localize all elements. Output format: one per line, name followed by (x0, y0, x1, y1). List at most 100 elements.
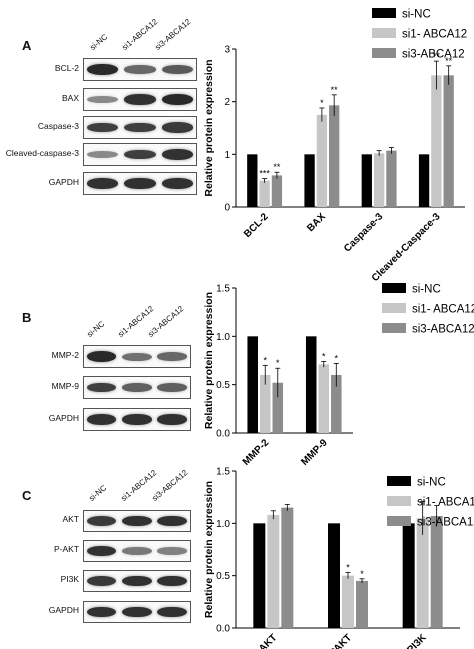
bar (430, 516, 443, 628)
y-tick-label: 1.5 (216, 467, 230, 478)
legend-label: si1- ABCA12 (402, 29, 467, 41)
blot-row-label: MMP-2 (51, 349, 79, 360)
blot-band (157, 547, 188, 555)
x-category-label: PAKT (328, 632, 355, 649)
blot-band (157, 414, 188, 425)
bar (318, 364, 330, 433)
y-tick-label: 0.0 (216, 624, 230, 635)
bar (373, 153, 385, 207)
blot-band (122, 547, 152, 555)
blot-band (161, 122, 193, 133)
panel-letter-C: C (22, 488, 32, 503)
blot-band (157, 575, 188, 587)
bar (253, 523, 266, 628)
bar (361, 154, 372, 207)
blot-band (86, 64, 119, 75)
significance-mark: * (346, 563, 350, 573)
significance-mark: * (276, 358, 280, 368)
x-category-label: PI3K (405, 632, 429, 649)
blot-row-label: AKT (62, 514, 79, 524)
blot-band (161, 149, 193, 160)
blot-band (86, 515, 117, 527)
blot-band (122, 414, 152, 425)
y-tick-label: 0 (224, 203, 230, 214)
significance-mark: *** (259, 169, 270, 179)
blot-band (157, 352, 188, 361)
x-category-label: BAX (305, 211, 328, 234)
blot-band (157, 383, 188, 392)
bar (342, 575, 354, 628)
y-tick-label: 0.5 (216, 571, 230, 582)
blot-band (124, 94, 156, 105)
blot-strip (83, 601, 191, 623)
blot-row-label: Cleaved-caspase-3 (5, 147, 79, 158)
blot-row-label: MMP-9 (51, 380, 79, 391)
blot-band (161, 65, 193, 74)
bar (271, 175, 283, 207)
legend-swatch (387, 516, 411, 526)
legend-label: si1- ABCA12 (417, 497, 474, 509)
y-tick-label: 3 (224, 45, 230, 56)
blot-strip (83, 345, 191, 368)
legend-swatch (372, 8, 396, 18)
blot-strip (83, 58, 197, 81)
bar (443, 75, 454, 207)
y-tick-label: 1.0 (216, 519, 230, 530)
blot-band (86, 414, 117, 425)
significance-mark: * (360, 569, 364, 579)
legend-label: si-NC (417, 477, 446, 489)
bar (259, 180, 270, 207)
bar (431, 75, 442, 207)
significance-mark: * (320, 98, 324, 108)
bar (328, 523, 340, 628)
y-axis-label: Relative protein expression (203, 481, 215, 618)
blot-band (157, 515, 188, 527)
legend-swatch (372, 28, 396, 38)
blot-row-label: GAPDH (48, 412, 79, 423)
significance-mark: ** (273, 162, 281, 172)
blot-band (86, 150, 119, 159)
bar (402, 523, 415, 628)
blot-band (86, 178, 119, 189)
y-tick-label: 1.5 (216, 284, 230, 295)
blot-row-label: P-AKT (53, 544, 79, 554)
blot-band (86, 95, 119, 104)
legend-label: si1- ABCA12 (412, 304, 474, 316)
panel-letter-A: A (22, 38, 32, 53)
panel-letter-B: B (22, 310, 32, 325)
significance-mark: * (263, 355, 267, 365)
blot-band (86, 606, 117, 618)
x-category-label: Caspase-3 (342, 211, 385, 254)
legend-label: si3-ABCA12 (412, 324, 474, 336)
blot-band (157, 606, 188, 618)
blot-strip (83, 88, 197, 111)
blot-strip (83, 570, 191, 592)
blot-band (122, 515, 152, 527)
legend-swatch (372, 48, 396, 58)
legend-label: si3-ABCA12 (417, 517, 474, 529)
blot-strip (83, 408, 191, 431)
blot-row-label: PI3K (60, 574, 79, 584)
blot-band (124, 122, 156, 133)
bar (281, 507, 294, 628)
bar (304, 154, 315, 207)
bar (247, 336, 258, 433)
blot-band (122, 383, 152, 392)
bar (272, 382, 284, 433)
significance-mark: ** (445, 56, 453, 66)
bar (247, 154, 258, 207)
blot-band (161, 178, 193, 189)
y-tick-label: 0.0 (216, 429, 230, 440)
blot-band (86, 545, 117, 557)
blot-band (86, 382, 117, 393)
significance-mark: * (322, 351, 326, 361)
bar (329, 105, 340, 207)
y-axis-label: Relative protein expression (203, 59, 215, 196)
y-axis-label: Relative protein expression (203, 292, 215, 429)
legend-swatch (387, 496, 411, 506)
x-category-label: MMP-9 (299, 437, 330, 468)
bar (316, 114, 328, 207)
blot-row-label: GAPDH (48, 176, 79, 187)
blot-band (122, 575, 152, 587)
blot-band (86, 575, 117, 587)
